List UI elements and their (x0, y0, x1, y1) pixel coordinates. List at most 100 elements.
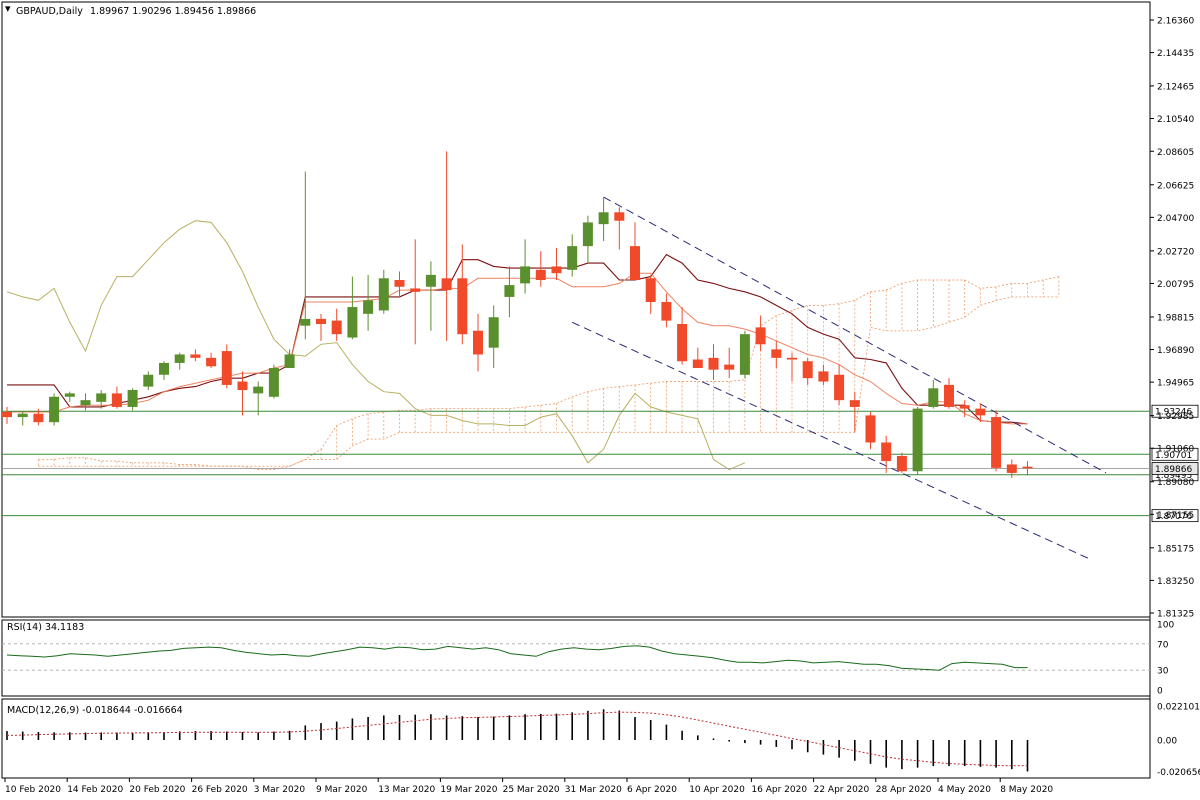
candle-body (64, 393, 75, 397)
candle-body (724, 364, 735, 370)
price-tick-label: 2.06625 (1157, 181, 1194, 191)
candle-body (363, 300, 374, 314)
candle-body (598, 212, 609, 225)
time-tick-label: 4 May 2020 (938, 785, 991, 795)
time-tick-label: 31 Mar 2020 (565, 785, 622, 795)
candle-body (394, 279, 405, 287)
time-axis: 10 Feb 2020 14 Feb 2020 20 Feb 2020 26 Feb … (4, 778, 1053, 795)
candle-body (80, 400, 91, 406)
rsi-tick-label: 30 (1157, 667, 1169, 677)
candle-body (771, 349, 782, 358)
candle-body (410, 288, 421, 292)
candle-body (975, 408, 986, 416)
candle-body (959, 405, 970, 409)
price-tick-label: 2.12465 (1157, 82, 1194, 92)
time-tick-label: 19 Mar 2020 (440, 785, 497, 795)
candle-body (300, 318, 311, 326)
candle-body (127, 390, 138, 407)
ichimoku-cloud (38, 276, 1060, 471)
candle-body (991, 417, 1002, 468)
time-tick-label: 14 Feb 2020 (67, 785, 123, 795)
rsi-tick-label: 70 (1157, 640, 1169, 650)
rsi-tick-label: 0 (1157, 687, 1163, 697)
time-tick-label: 10 Apr 2020 (689, 785, 745, 795)
candle-body (143, 374, 154, 387)
time-tick-label: 20 Feb 2020 (129, 785, 185, 795)
candle-body (661, 301, 672, 321)
candle-body (708, 357, 719, 370)
candle-body (33, 413, 44, 423)
price-tick-label: 1.81325 (1157, 610, 1194, 620)
candle-body (331, 320, 342, 335)
macd-title: MACD(12,26,9) -0.018644 -0.016664 (7, 705, 183, 716)
time-tick-label: 9 Mar 2020 (316, 785, 368, 795)
candle-body (378, 278, 389, 311)
candle-body (111, 393, 122, 407)
time-tick-label: 22 Apr 2020 (814, 785, 870, 795)
candle-body (488, 317, 499, 348)
candle-body (253, 386, 264, 394)
candle-body (49, 396, 60, 423)
candle-body (896, 456, 907, 472)
rsi-tick-label: 100 (1157, 621, 1174, 631)
candle-body (425, 274, 436, 287)
candle-body (567, 246, 578, 270)
price-tick-label: 1.96890 (1157, 346, 1194, 356)
price-tick-label: 1.85175 (1157, 544, 1194, 554)
horizontal-levels: 1.93246 1.90701 1.89493 1.87076 1.89866 (2, 404, 1199, 523)
time-tick-label: 6 Apr 2020 (627, 785, 677, 795)
time-tick-label: 8 May 2020 (1000, 785, 1053, 795)
time-tick-label: 10 Feb 2020 (5, 785, 61, 795)
candle-body (755, 327, 766, 345)
candle-body (802, 361, 813, 379)
candle-body (520, 266, 531, 284)
rsi-title: RSI(14) 34.1183 (7, 622, 84, 633)
candle-body (1022, 466, 1033, 469)
candle-body (284, 354, 295, 368)
price-tick-label: 1.98815 (1157, 313, 1194, 323)
kijun-sen-line (7, 253, 1028, 425)
candle-body (174, 354, 185, 363)
candle-body (441, 278, 452, 291)
candle-body (2, 412, 12, 418)
time-tick-label: 3 Mar 2020 (254, 785, 306, 795)
price-tick-label: 2.02720 (1157, 247, 1194, 257)
level-price-tag (1151, 509, 1199, 523)
current-price-tag (1151, 462, 1199, 475)
level-price-label: 1.89493 (1155, 471, 1192, 481)
channel-lower-line[interactable] (571, 321, 1091, 560)
channel-upper-line[interactable] (603, 196, 1107, 474)
candle-body (834, 374, 845, 401)
rsi-line (6, 645, 1028, 671)
price-tick-label: 2.10540 (1157, 115, 1194, 125)
price-tick-label: 1.91060 (1157, 445, 1194, 455)
current-price-label: 1.89866 (1155, 465, 1192, 475)
candle-body (316, 318, 326, 324)
symbol-label: GBPAUD,Daily (16, 6, 83, 17)
macd-signal-line (6, 711, 1028, 767)
level-price-label: 1.87076 (1155, 512, 1192, 522)
time-tick-label: 25 Mar 2020 (503, 785, 560, 795)
candle-body (614, 212, 625, 221)
price-tick-label: 2.08605 (1157, 148, 1194, 158)
candle-body (739, 334, 750, 375)
candle-body (944, 384, 954, 407)
macd-tick-label: 0.022101 (1157, 703, 1200, 713)
price-tick-label: 1.83250 (1157, 577, 1194, 587)
candle-body (645, 278, 656, 302)
candle-body (582, 222, 593, 247)
level-price-label: 1.93246 (1155, 408, 1192, 418)
rsi-panel: 100 70 30 0 (2, 621, 1174, 697)
candle-body (692, 359, 703, 368)
candle-body (190, 354, 201, 358)
candle-body (268, 367, 279, 397)
price-tick-label: 2.16360 (1157, 17, 1194, 27)
candle-body (237, 381, 248, 391)
symbol-dropdown-icon[interactable]: ▾ (5, 2, 11, 15)
trend-channel (571, 196, 1107, 560)
chikou-span-line (6, 220, 746, 471)
candle-body (221, 351, 232, 385)
level-price-tag (1151, 447, 1199, 461)
candle-body (551, 266, 562, 274)
price-tick-label: 1.92985 (1157, 412, 1194, 422)
